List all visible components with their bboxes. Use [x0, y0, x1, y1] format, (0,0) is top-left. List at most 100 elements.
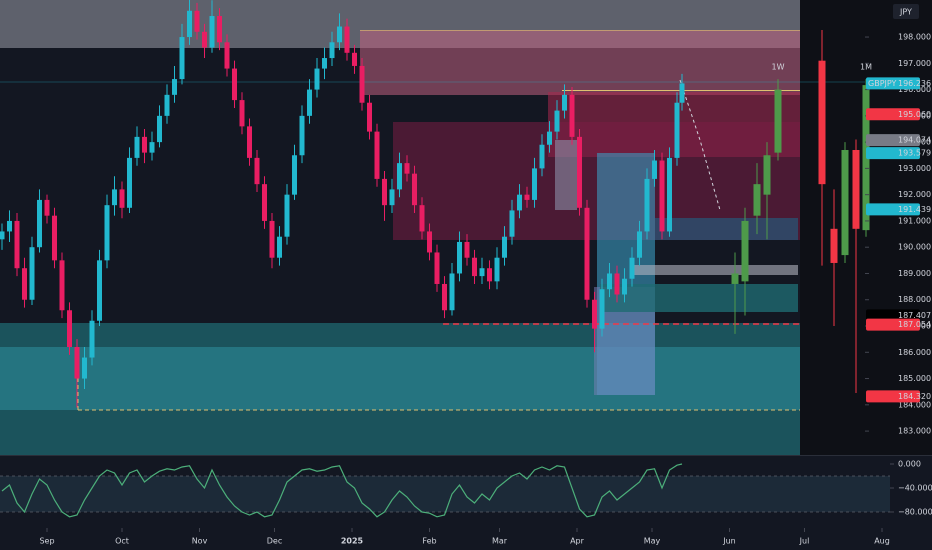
price-badge-label: 193.579 [898, 149, 931, 158]
candle-body [577, 136, 582, 208]
x-tick-label: 2025 [341, 537, 364, 546]
candle-body [179, 37, 185, 80]
candle-body [14, 220, 20, 269]
candle-body [344, 26, 350, 53]
x-tick-label: Apr [570, 537, 585, 546]
candle-body [479, 268, 485, 277]
candle-body [472, 257, 477, 277]
oscillator-pane: 0.000 −40.000 −80.000 [0, 459, 932, 518]
candle-body [753, 184, 761, 216]
candle-body [622, 278, 627, 295]
candle-body [217, 16, 222, 43]
candle-body [464, 241, 470, 258]
oscillator-tick-label: −40.000 [898, 483, 932, 492]
oscillator-band [0, 475, 890, 512]
candle-body [22, 268, 27, 300]
candle-body [134, 136, 140, 158]
projection-label: 1W [772, 63, 785, 72]
y-tick-label: 185.000 [898, 374, 931, 383]
candles: 1W 1M [0, 0, 872, 408]
price-badge [866, 108, 920, 121]
candle-body [89, 320, 95, 358]
candle-body [37, 199, 42, 248]
candle-body [818, 60, 826, 185]
candle-body [592, 299, 597, 329]
candle-body [262, 184, 267, 221]
candle-body [502, 236, 507, 258]
candle-body [7, 220, 12, 232]
candle-body [841, 150, 849, 256]
candle-body [397, 163, 402, 190]
candle-body [0, 231, 5, 240]
x-tick-label: Mar [492, 537, 508, 546]
candle-body [29, 247, 35, 300]
candle-body [337, 26, 342, 43]
zone-blue-small [655, 218, 798, 240]
candle-body [97, 260, 102, 321]
candle-body [224, 42, 230, 69]
price-badge-label: 184.320 [898, 392, 931, 401]
currency-button[interactable] [893, 4, 919, 19]
candle-body [307, 89, 312, 116]
candle-body [389, 189, 395, 206]
candle-body [269, 220, 275, 258]
x-tick-label: Aug [874, 537, 890, 546]
candle-body [44, 199, 50, 216]
candle-body [607, 273, 612, 290]
candle-body [434, 252, 440, 284]
candle-body [674, 102, 680, 158]
candle-body [774, 89, 782, 153]
candle-body [509, 210, 515, 237]
candle-body [599, 289, 605, 329]
zone-pink [360, 30, 800, 95]
y-tick-label: 192.000 [898, 190, 931, 199]
candle-body [487, 268, 492, 282]
oscillator-line [1, 463, 683, 518]
y-tick-label: 193.000 [898, 164, 931, 173]
candle-body [67, 310, 72, 348]
candle-body [382, 178, 387, 206]
candle-body [202, 31, 207, 48]
y-tick-label: 197.000 [898, 59, 931, 68]
price-badge [866, 318, 920, 331]
candle-body [292, 155, 297, 195]
candle-body [741, 220, 749, 282]
candle-body [157, 115, 162, 143]
price-badge-label: 191.439 [898, 205, 931, 214]
candle-body [209, 16, 215, 48]
price-badge-label: 195.060 [898, 110, 931, 119]
candle-body [852, 150, 860, 229]
candle-body [667, 157, 672, 232]
y-tick-label: 191.000 [898, 216, 931, 225]
candle-body [142, 136, 147, 153]
zone-teal-small [600, 284, 798, 312]
price-badge [866, 203, 920, 216]
candle-body [763, 155, 771, 195]
candle-body [254, 157, 260, 185]
candle-body [637, 231, 642, 258]
price-badge [866, 77, 920, 90]
candle-body [112, 189, 117, 206]
candle-body [352, 52, 357, 66]
price-badge [866, 147, 920, 160]
y-tick-label: 186.000 [898, 348, 931, 357]
projection-label: 1M [860, 63, 872, 72]
oscillator-tick-label: −80.000 [898, 507, 932, 516]
candle-body [82, 357, 87, 379]
y-tick-label: 188.000 [898, 295, 931, 304]
candle-body [52, 215, 57, 261]
y-tick-label: 196.000 [898, 85, 931, 94]
candle-body [239, 100, 245, 127]
candle-body [731, 273, 739, 284]
candle-body [614, 273, 620, 295]
candle-body [284, 194, 290, 237]
price-badge-label: 187.054 [898, 320, 931, 329]
price-badge [866, 390, 920, 403]
candle-body [314, 68, 320, 90]
candle-body [442, 283, 447, 311]
candle-body [104, 205, 110, 261]
currency-label[interactable]: JPY [899, 8, 912, 17]
candle-body [119, 189, 125, 208]
candle-body [457, 241, 462, 274]
candle-body [127, 157, 132, 208]
